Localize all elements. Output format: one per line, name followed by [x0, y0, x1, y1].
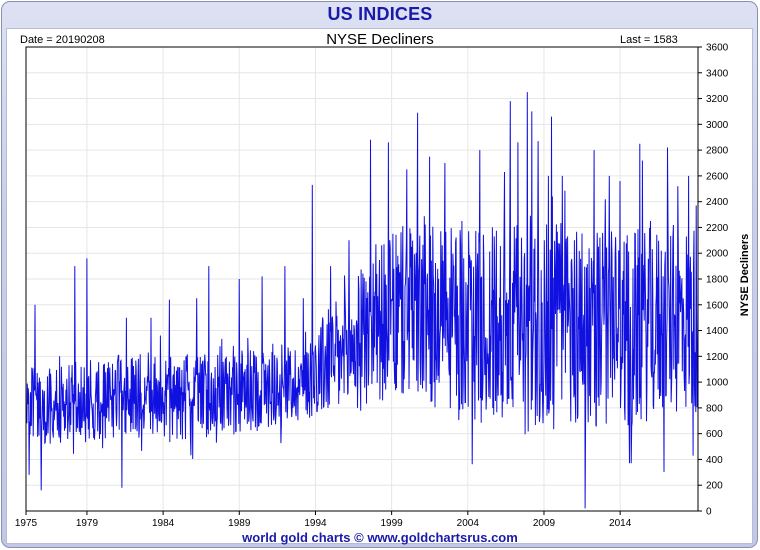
y-tick-label: 2600 — [706, 171, 729, 182]
y-tick-label: 800 — [706, 403, 723, 414]
y-tick-label: 2400 — [706, 197, 729, 208]
page-title: US INDICES — [327, 4, 433, 24]
footer-credit: world gold charts © www.goldchartsrus.co… — [242, 530, 518, 545]
y-tick-label: 1800 — [706, 275, 729, 286]
last-value-label: Last = 1583 — [620, 34, 678, 46]
chart-subtitle: NYSE Decliners — [326, 31, 434, 48]
x-tick-label: 2009 — [533, 518, 556, 529]
y-tick-label: 3600 — [706, 43, 729, 54]
x-tick-label: 1975 — [15, 518, 38, 529]
y-tick-label: 0 — [706, 507, 712, 518]
x-tick-label: 2014 — [609, 518, 632, 529]
y-tick-label: 1000 — [706, 378, 729, 389]
plot-border — [25, 46, 699, 512]
plot-area — [25, 92, 699, 509]
y-tick-label: 3200 — [706, 94, 729, 105]
y-tick-label: 400 — [706, 455, 723, 466]
x-tick-label: 2004 — [457, 518, 480, 529]
x-tick-label: 1994 — [304, 518, 327, 529]
y-tick-label: 2800 — [706, 146, 729, 157]
y-tick-label: 3400 — [706, 68, 729, 79]
y-tick-label: 3000 — [706, 120, 729, 131]
series-line — [25, 92, 699, 509]
axes: 0 200 400 600 800 1000 1200 1400 1600 1800 2000 220… — [15, 43, 729, 530]
x-tick-label: 1989 — [228, 518, 251, 529]
y-tick-label: 2000 — [706, 249, 729, 260]
x-tick-label: 1984 — [152, 518, 175, 529]
y-tick-label: 1400 — [706, 326, 729, 337]
y-axis-label: NYSE Decliners — [739, 234, 751, 317]
y-tick-label: 600 — [706, 429, 723, 440]
y-tick-label: 2200 — [706, 223, 729, 234]
y-tick-label: 200 — [706, 481, 723, 492]
x-tick-label: 1999 — [381, 518, 404, 529]
y-tick-label: 1200 — [706, 352, 729, 363]
date-label: Date = 20190208 — [20, 34, 105, 46]
y-tick-label: 1600 — [706, 300, 729, 311]
x-tick-label: 1979 — [76, 518, 99, 529]
